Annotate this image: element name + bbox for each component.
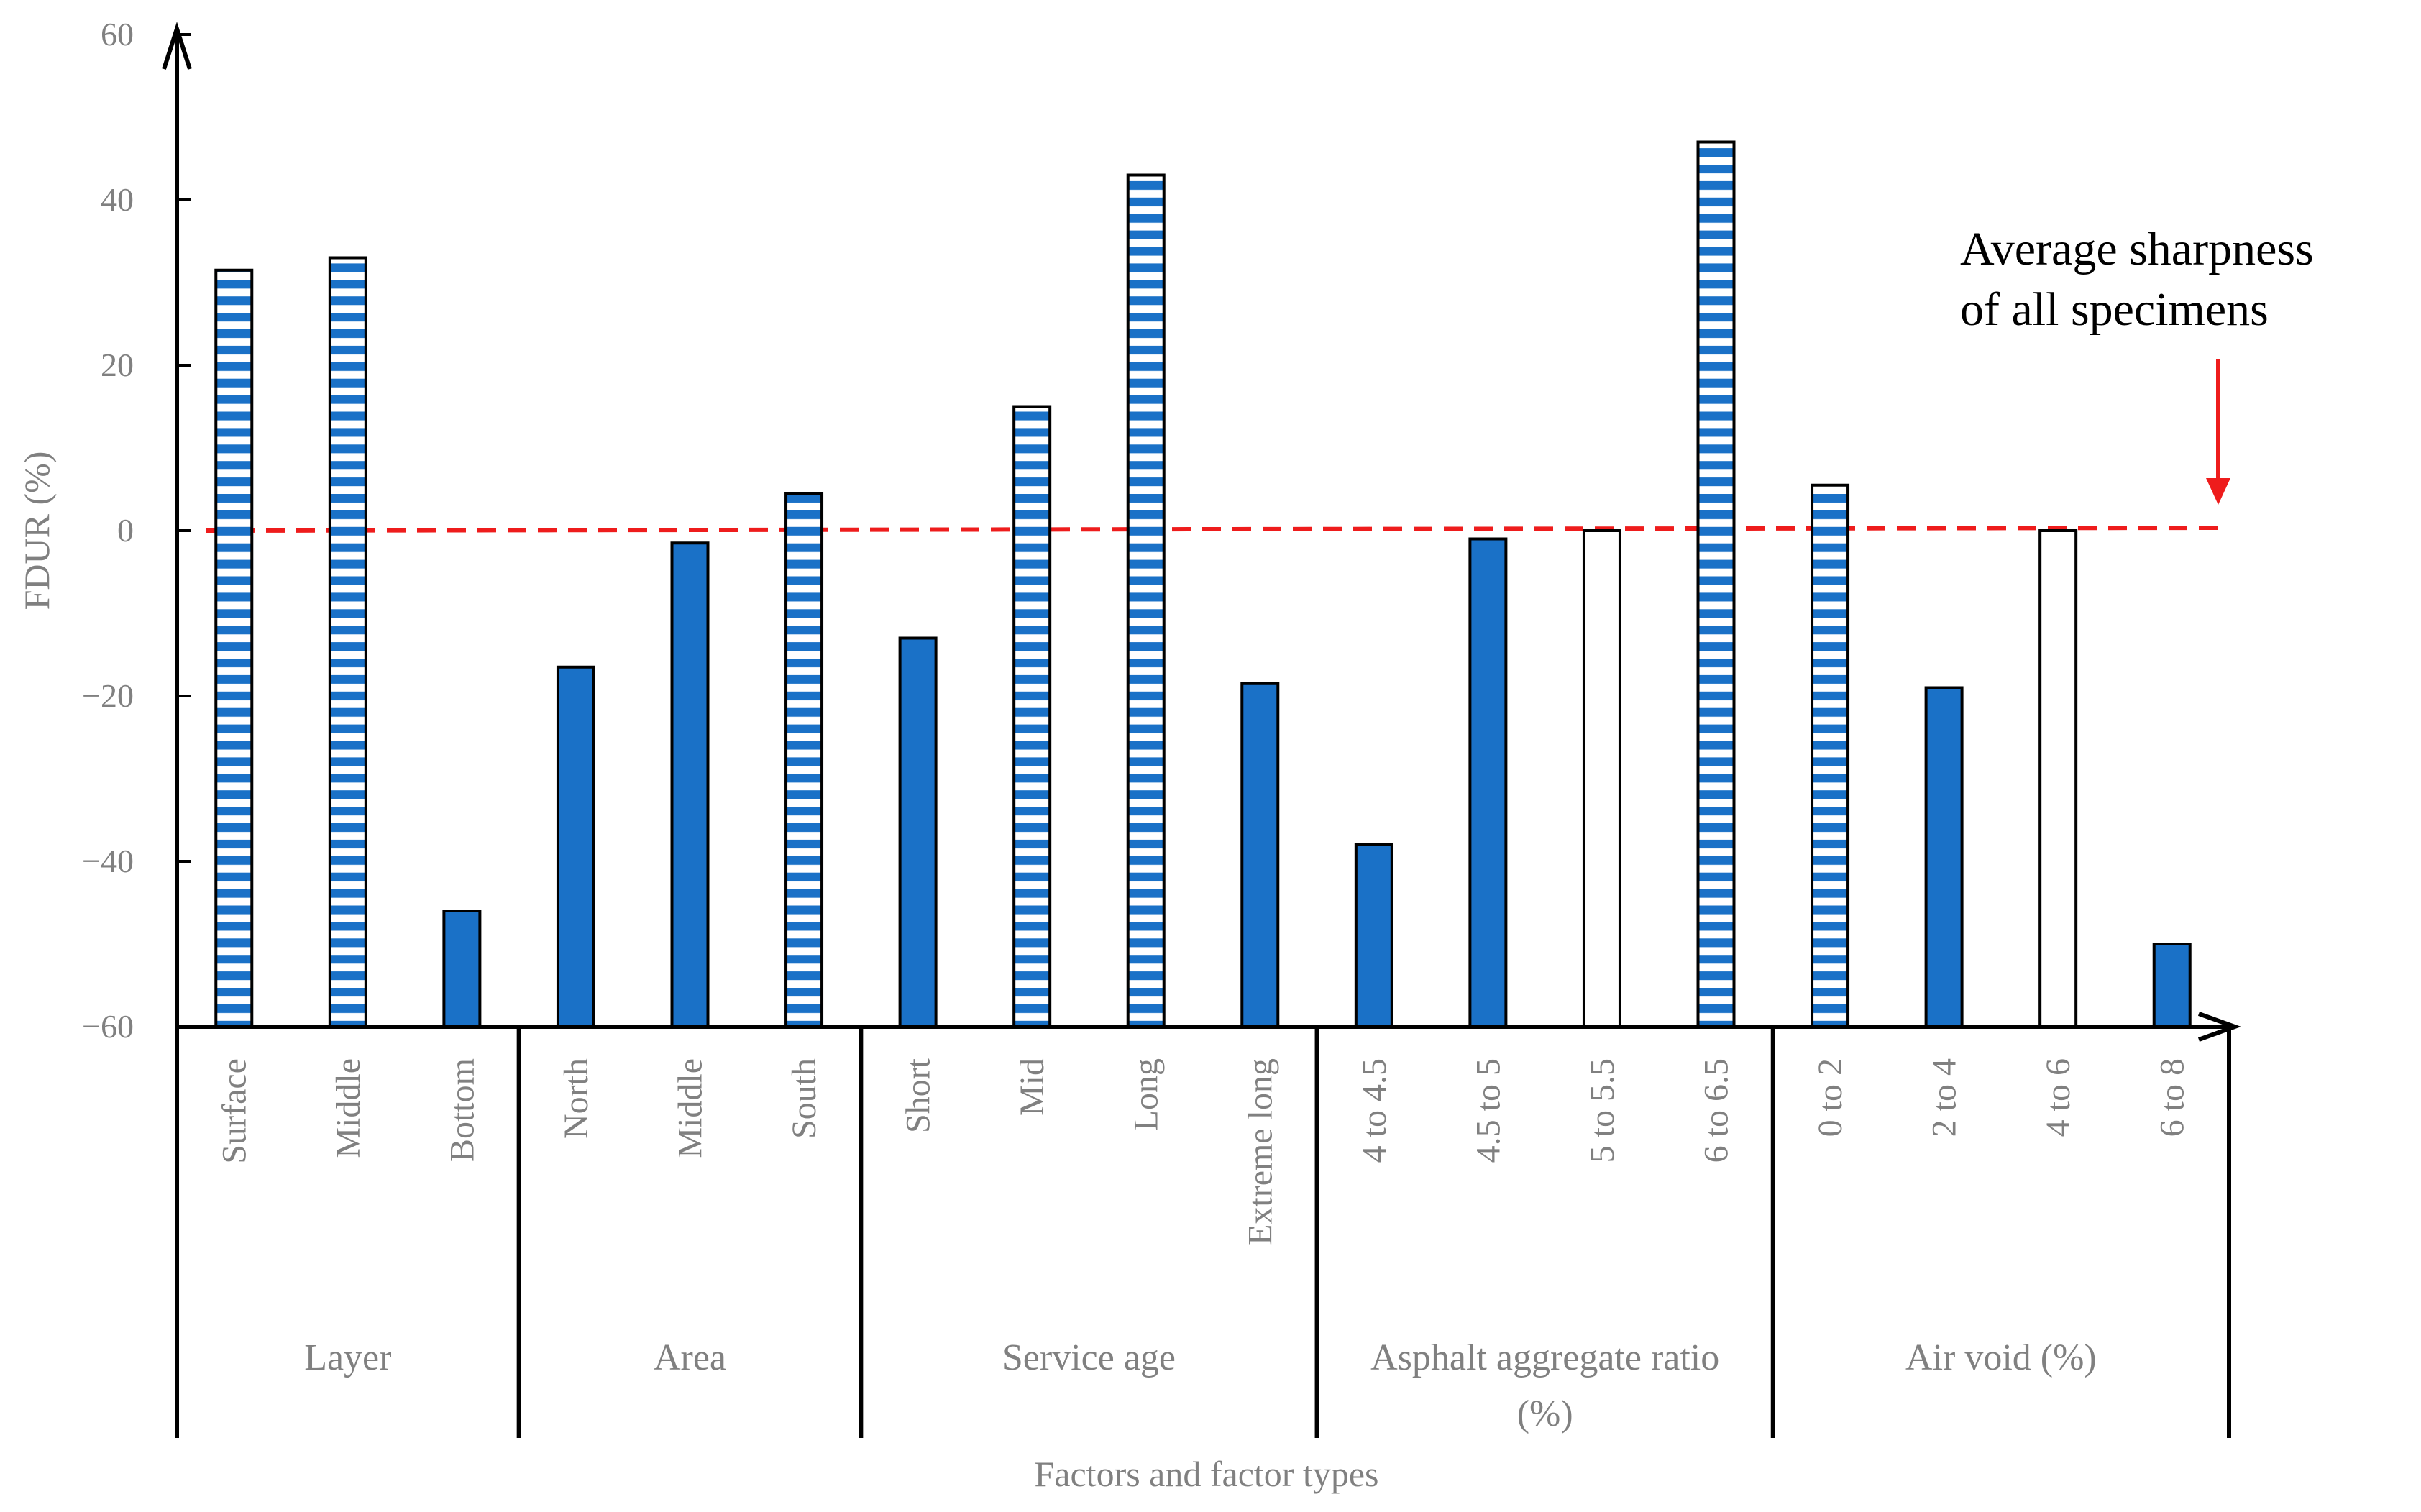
category-label: 6 to 6.5: [1698, 1058, 1736, 1163]
reference-line: [205, 526, 2221, 533]
category-label: 4 to 4.5: [1355, 1058, 1393, 1163]
category-label: South: [785, 1058, 823, 1139]
reference-annotation: Average sharpness: [1960, 223, 2314, 275]
bar-4-to-4-5: [1354, 843, 1393, 1028]
y-tick-label: 40: [101, 181, 134, 218]
category-label: 6 to 8: [2154, 1058, 2192, 1137]
group-label: Asphalt aggregate ratio: [1370, 1337, 1719, 1378]
y-tick-label: −40: [82, 843, 134, 879]
y-tick-label: −60: [82, 1008, 134, 1045]
bar-4-to-6: [2038, 529, 2078, 1028]
reference-annotation: of all specimens: [1960, 283, 2269, 336]
bar-surface: [214, 268, 254, 1028]
y-tick-label: 60: [101, 16, 134, 52]
group-label: Service age: [1002, 1337, 1176, 1378]
group-label: Area: [654, 1337, 726, 1378]
category-label: Middle: [672, 1058, 710, 1158]
bar-extreme-long: [1240, 682, 1280, 1028]
y-axis-arrow: [162, 22, 192, 70]
x-axis-title: Factors and factor types: [1034, 1454, 1378, 1494]
category-label: Bottom: [443, 1058, 481, 1162]
y-axis-title: FDUR (%): [17, 452, 57, 610]
bar-mid: [1012, 405, 1052, 1028]
bar-middle: [328, 256, 367, 1028]
bar-6-to-8: [2152, 943, 2192, 1028]
annotation-arrow-head: [2206, 478, 2230, 505]
bar-middle: [670, 541, 710, 1028]
bar-6-to-6-5: [1696, 140, 1736, 1028]
bar-short: [898, 636, 938, 1028]
category-label: 5 to 5.5: [1583, 1058, 1621, 1163]
x-axis-arrow: [2197, 1012, 2241, 1042]
bar-2-to-4: [1924, 686, 1964, 1028]
bar-5-to-5-5: [1582, 529, 1621, 1028]
category-label: Middle: [329, 1058, 367, 1158]
bar-4-5-to-5: [1468, 537, 1508, 1028]
bar-long: [1126, 173, 1166, 1028]
bar-0-to-2: [1811, 483, 1850, 1028]
category-label: 0 to 2: [1811, 1058, 1849, 1137]
category-label: Long: [1127, 1058, 1166, 1131]
y-tick-label: −20: [82, 677, 134, 714]
category-label: Surface: [215, 1058, 253, 1164]
category-label: Extreme long: [1241, 1058, 1279, 1245]
group-label: Air void (%): [1905, 1337, 2097, 1378]
category-label: 4.5 to 5: [1469, 1058, 1507, 1163]
category-label: 4 to 6: [2039, 1058, 2077, 1137]
category-label: Short: [900, 1058, 938, 1133]
category-label: North: [557, 1058, 595, 1139]
y-tick-label: 20: [101, 347, 134, 383]
bar-north: [556, 665, 595, 1028]
group-label: Layer: [304, 1337, 391, 1378]
group-label: (%): [1517, 1393, 1573, 1434]
category-label: Mid: [1013, 1058, 1051, 1116]
bar-bottom: [442, 910, 482, 1028]
bar-south: [784, 492, 824, 1028]
category-label: 2 to 4: [1926, 1058, 1964, 1137]
y-tick-label: 0: [117, 512, 134, 549]
